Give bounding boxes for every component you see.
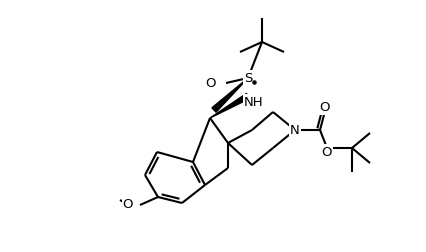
Text: O: O bbox=[122, 199, 133, 211]
Text: O: O bbox=[321, 145, 331, 159]
Text: S: S bbox=[243, 72, 252, 84]
Text: N: N bbox=[289, 123, 299, 137]
Polygon shape bbox=[211, 78, 248, 112]
Text: O: O bbox=[205, 77, 216, 89]
Text: O: O bbox=[319, 101, 329, 113]
Text: NH: NH bbox=[243, 96, 263, 109]
Polygon shape bbox=[210, 93, 249, 118]
